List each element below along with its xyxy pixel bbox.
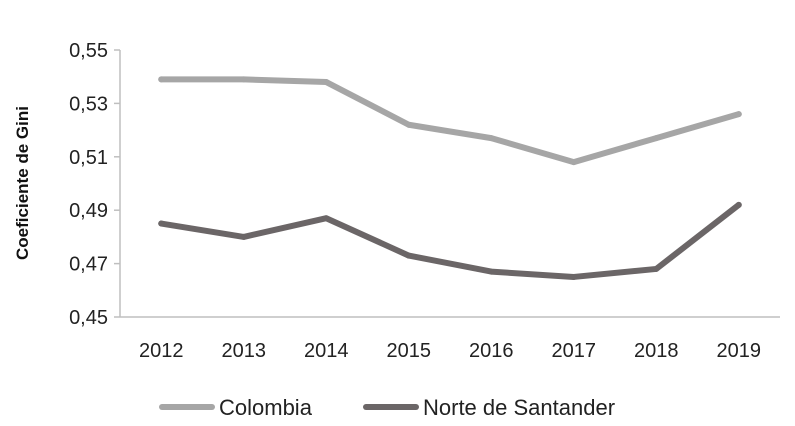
data-point — [158, 76, 165, 83]
data-point — [405, 252, 412, 259]
data-point — [240, 76, 247, 83]
x-tick-label: 2018 — [634, 340, 679, 362]
series-lines — [158, 76, 742, 280]
x-tick-labels: 2012 2013 2014 2015 2016 2017 2018 2019 — [139, 340, 761, 362]
y-tick-label: 0,55 — [69, 40, 108, 62]
series-line-norte-de-santander — [158, 201, 742, 280]
legend-label: Colombia — [219, 395, 313, 420]
data-point — [735, 201, 742, 208]
data-point — [323, 215, 330, 222]
x-tick-label: 2013 — [222, 340, 267, 362]
data-point — [570, 273, 577, 280]
y-tick-label: 0,49 — [69, 200, 108, 222]
legend: Colombia Norte de Santander — [159, 395, 615, 420]
y-tick-label: 0,53 — [69, 93, 108, 115]
data-point — [653, 135, 660, 142]
x-tick-label: 2012 — [139, 340, 184, 362]
y-tick-label: 0,51 — [69, 147, 108, 169]
x-tick-label: 2015 — [387, 340, 432, 362]
y-axis-label: Coeficiente de Gini — [13, 106, 32, 260]
axes — [119, 50, 780, 318]
data-point — [405, 121, 412, 128]
series-line-colombia — [158, 76, 742, 166]
y-tick-label: 0,47 — [69, 254, 108, 276]
data-point — [323, 79, 330, 86]
data-point — [488, 268, 495, 275]
y-tick-label: 0,45 — [69, 307, 108, 329]
data-point — [488, 135, 495, 142]
y-tick-labels: 0,45 0,47 0,49 0,51 0,53 0,55 — [69, 40, 120, 329]
x-tick-label: 2019 — [717, 340, 762, 362]
data-point — [735, 111, 742, 118]
data-point — [570, 159, 577, 166]
data-point — [158, 220, 165, 227]
legend-label: Norte de Santander — [423, 395, 615, 420]
data-point — [653, 265, 660, 272]
data-point — [240, 233, 247, 240]
x-tick-label: 2016 — [469, 340, 514, 362]
x-tick-label: 2017 — [552, 340, 597, 362]
x-tick-label: 2014 — [304, 340, 349, 362]
